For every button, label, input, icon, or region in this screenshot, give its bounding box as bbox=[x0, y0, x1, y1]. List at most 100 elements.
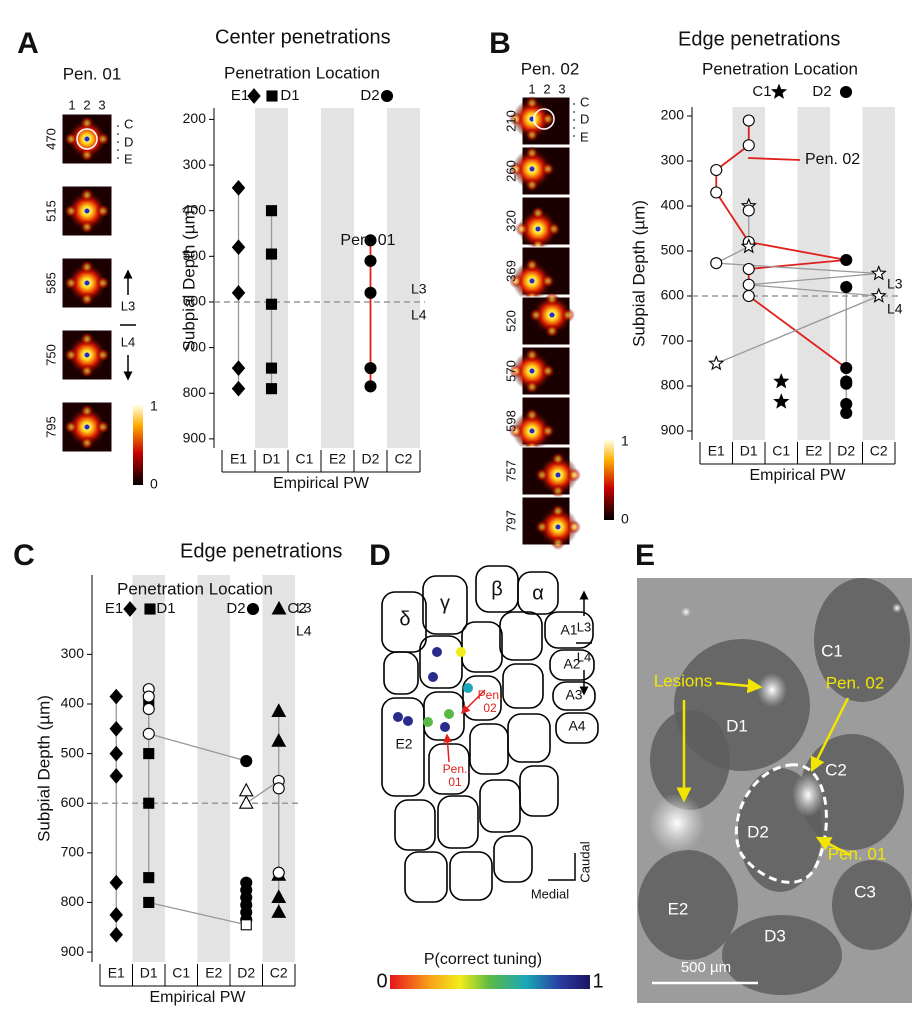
d2-outline bbox=[734, 763, 828, 884]
y-tick-label: 300 bbox=[183, 156, 207, 172]
colorbar bbox=[133, 405, 143, 485]
barrel-region bbox=[832, 860, 912, 950]
legend-marker bbox=[144, 603, 156, 615]
legend-marker bbox=[380, 89, 394, 103]
region-label: C3 bbox=[854, 882, 876, 901]
pen-arrow bbox=[460, 689, 486, 715]
row-label: D bbox=[124, 134, 133, 149]
barrel bbox=[419, 635, 463, 689]
panel-letter: B bbox=[489, 27, 511, 60]
site-dot bbox=[423, 717, 433, 727]
barrel bbox=[449, 851, 493, 901]
side-blob bbox=[515, 222, 529, 236]
legend-marker bbox=[770, 83, 788, 99]
marker bbox=[840, 377, 853, 390]
site-dot bbox=[403, 716, 413, 726]
marker bbox=[364, 254, 377, 267]
barrel bbox=[519, 765, 559, 817]
marker bbox=[231, 180, 246, 196]
depth-label: 320 bbox=[503, 210, 518, 232]
y-axis-label: Subpial Depth (µm) bbox=[34, 695, 53, 842]
y-tick-label: 600 bbox=[61, 794, 85, 810]
chart-title: Center penetrations bbox=[215, 26, 391, 48]
pw-marker bbox=[535, 226, 541, 232]
x-tick-label: E2 bbox=[805, 443, 822, 459]
x-tick-label: C1 bbox=[296, 451, 314, 467]
marker bbox=[742, 114, 755, 127]
side-blob bbox=[64, 204, 78, 218]
x-tick-label: D1 bbox=[740, 443, 758, 459]
depth-label: 598 bbox=[503, 410, 518, 432]
barrel bbox=[544, 611, 594, 649]
orientation-label: Caudal bbox=[577, 841, 592, 882]
legend-label: D1 bbox=[156, 600, 175, 617]
y-tick-label: 300 bbox=[61, 645, 85, 661]
side-blob bbox=[509, 112, 523, 126]
marker bbox=[870, 264, 887, 281]
side-blob bbox=[80, 404, 94, 418]
annotation-leader bbox=[747, 157, 801, 161]
chart-title: Edge penetrations bbox=[678, 28, 840, 50]
depth-label: 797 bbox=[503, 510, 518, 532]
marker bbox=[109, 907, 123, 923]
marker bbox=[773, 393, 790, 409]
y-tick-label: 900 bbox=[661, 422, 685, 438]
pen-label: Pen. bbox=[478, 688, 503, 702]
column-label: 2 bbox=[543, 81, 550, 96]
yellow-arrow bbox=[810, 697, 850, 773]
colorbar-tick-label: 1 bbox=[592, 970, 603, 992]
side-blob bbox=[535, 520, 549, 534]
barrel-region bbox=[650, 710, 730, 810]
series-line bbox=[148, 901, 247, 926]
side-blob bbox=[525, 96, 539, 110]
barrel bbox=[462, 675, 502, 721]
depth-label: 750 bbox=[43, 344, 58, 366]
barrel bbox=[394, 799, 436, 851]
site-dot bbox=[463, 683, 473, 693]
x-tick-label: E2 bbox=[329, 451, 346, 467]
barrel-region bbox=[722, 915, 842, 995]
annotation: L3 bbox=[887, 276, 903, 292]
x-tick-label: D1 bbox=[263, 451, 281, 467]
y-tick-label: 200 bbox=[661, 107, 685, 123]
side-blob bbox=[96, 204, 110, 218]
side-blob bbox=[525, 178, 539, 192]
marker bbox=[271, 889, 287, 904]
barrel-region bbox=[814, 578, 910, 702]
x-tick-label: D2 bbox=[837, 443, 855, 459]
pw-marker bbox=[555, 524, 561, 530]
barrel bbox=[461, 621, 503, 673]
marker bbox=[109, 688, 123, 705]
barrel bbox=[499, 611, 543, 661]
barrel-region bbox=[800, 734, 904, 850]
marker bbox=[265, 362, 278, 374]
marker bbox=[742, 139, 755, 152]
marker bbox=[840, 280, 853, 294]
side-blob bbox=[525, 348, 539, 362]
pw-marker bbox=[549, 312, 555, 318]
pen-label: 01 bbox=[448, 775, 462, 789]
heatmap-title: Pen. 02 bbox=[521, 59, 580, 78]
pen-label: Pen. bbox=[443, 762, 468, 776]
y-tick-label: 600 bbox=[661, 287, 685, 303]
side-blob bbox=[525, 146, 539, 160]
marker bbox=[740, 237, 757, 254]
side-blob bbox=[551, 452, 565, 466]
column-shade bbox=[321, 108, 354, 448]
side-blob bbox=[80, 188, 94, 202]
y-axis-label: Subpial Depth (µm) bbox=[179, 205, 198, 352]
colorbar bbox=[604, 440, 614, 520]
barrel bbox=[479, 779, 521, 833]
x-tick-label: C1 bbox=[772, 443, 790, 459]
chart-title: Edge penetrations bbox=[180, 540, 342, 562]
layer-label: L3 bbox=[121, 298, 135, 313]
pw-marker bbox=[84, 352, 90, 358]
layer-label: L4 bbox=[121, 334, 135, 349]
marker bbox=[840, 361, 853, 375]
x-tick-label: E1 bbox=[108, 965, 125, 981]
side-blob bbox=[525, 408, 539, 422]
chart-subtitle: Penetration Location bbox=[702, 59, 858, 78]
depth-label: 260 bbox=[503, 160, 518, 182]
barrel-label: A4 bbox=[568, 718, 585, 734]
depth-label: 795 bbox=[43, 416, 58, 438]
